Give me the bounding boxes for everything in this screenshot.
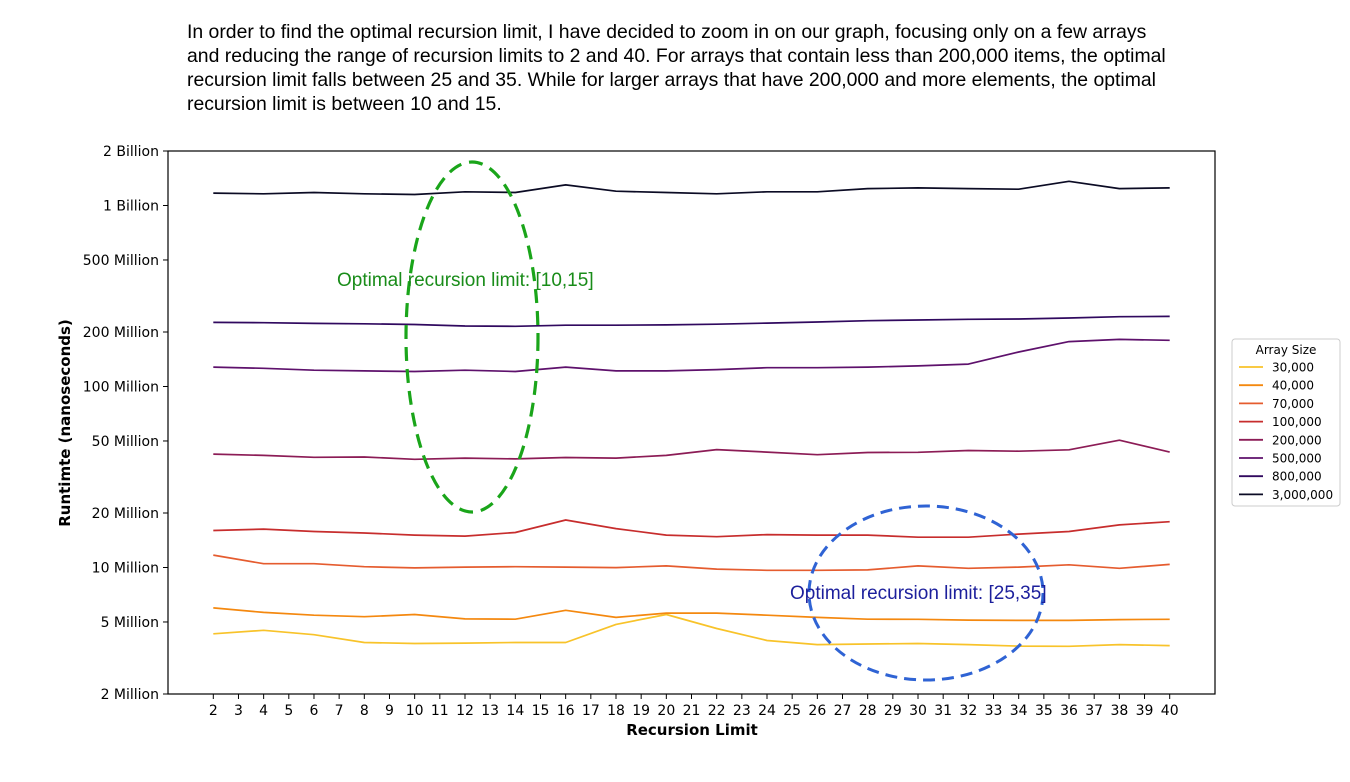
annotation-optimal-25-35: Optimal recursion limit: [25,35] xyxy=(790,583,1047,604)
x-tick-label: 27 xyxy=(834,703,852,719)
series-line-30000 xyxy=(213,613,1170,648)
description-line: recursion limit falls between 25 and 35.… xyxy=(187,69,1156,91)
x-tick-label: 9 xyxy=(385,703,394,719)
y-tick-label: 100 Million xyxy=(83,379,159,395)
x-tick-label: 39 xyxy=(1136,703,1154,719)
optimal-range-ellipse-blue xyxy=(807,504,1045,682)
x-tick-label: 32 xyxy=(959,703,977,719)
x-tick-label: 4 xyxy=(259,703,268,719)
x-tick-label: 34 xyxy=(1010,703,1028,719)
legend-item-label: 200,000 xyxy=(1272,433,1322,447)
y-tick-label: 50 Million xyxy=(92,434,159,450)
x-tick-label: 35 xyxy=(1035,703,1053,719)
description-line: and reducing the range of recursion limi… xyxy=(187,45,1166,67)
y-tick-label: 2 Million xyxy=(101,687,159,703)
x-tick-label: 40 xyxy=(1161,703,1179,719)
x-tick-label: 23 xyxy=(733,703,751,719)
legend-item-label: 40,000 xyxy=(1272,379,1314,393)
description-line: recursion limit is between 10 and 15. xyxy=(187,93,502,115)
y-tick-label: 10 Million xyxy=(92,560,159,576)
x-tick-label: 10 xyxy=(406,703,424,719)
legend-item-label: 70,000 xyxy=(1272,397,1314,411)
y-axis-label: Runtimte (nanoseconds) xyxy=(56,319,74,527)
x-tick-label: 29 xyxy=(884,703,902,719)
series-line-3000000 xyxy=(213,180,1170,196)
x-tick-label: 38 xyxy=(1110,703,1128,719)
x-tick-label: 26 xyxy=(808,703,826,719)
y-tick-label: 5 Million xyxy=(101,615,159,631)
x-tick-label: 36 xyxy=(1060,703,1078,719)
y-axis-ticks: 2 Million 5 Million 10 Million 20 Million 50… xyxy=(83,144,168,703)
legend-frame xyxy=(1231,338,1341,507)
x-tick-label: 14 xyxy=(506,703,524,719)
optimal-range-ellipse-green xyxy=(404,160,540,514)
series-line-100000 xyxy=(213,519,1170,539)
x-tick-label: 12 xyxy=(456,703,474,719)
x-tick-label: 31 xyxy=(934,703,952,719)
legend-items: 30,000 40,000 70,000 100,000 200,000 500,000 8… xyxy=(1239,361,1333,502)
x-tick-label: 28 xyxy=(859,703,877,719)
y-tick-label: 2 Billion xyxy=(103,144,159,160)
series-layer xyxy=(213,180,1170,648)
legend-item-label: 3,000,000 xyxy=(1272,488,1333,502)
x-tick-label: 24 xyxy=(758,703,776,719)
series-line-70000 xyxy=(213,554,1170,572)
x-tick-label: 15 xyxy=(532,703,550,719)
x-tick-label: 8 xyxy=(360,703,369,719)
series-line-200000 xyxy=(213,439,1170,461)
x-tick-label: 21 xyxy=(683,703,701,719)
y-tick-label: 500 Million xyxy=(83,253,159,269)
description-text: In order to find the optimal recursion l… xyxy=(187,20,1217,116)
x-tick-label: 18 xyxy=(607,703,625,719)
series-line-40000 xyxy=(213,607,1170,622)
x-tick-label: 2 xyxy=(209,703,218,719)
x-tick-label: 11 xyxy=(431,703,449,719)
x-axis-label: Recursion Limit xyxy=(626,721,758,739)
y-tick-label: 20 Million xyxy=(92,506,159,522)
annotation-optimal-10-15: Optimal recursion limit: [10,15] xyxy=(337,270,594,291)
x-tick-label: 22 xyxy=(708,703,726,719)
x-tick-label: 7 xyxy=(335,703,344,719)
legend-item-label: 800,000 xyxy=(1272,470,1322,484)
legend-item-label: 100,000 xyxy=(1272,415,1322,429)
x-axis-ticks: 2 3 4 5 6 7 8 9 10 11 12 13 14 15 16 17 18 19 20 21 22 23 24 25… xyxy=(209,694,1179,719)
y-tick-label: 1 Billion xyxy=(103,198,159,214)
x-tick-label: 6 xyxy=(310,703,319,719)
annotation-layer: Optimal recursion limit: [10,15] Optimal… xyxy=(337,160,1047,682)
x-tick-label: 30 xyxy=(909,703,927,719)
y-tick-label: 200 Million xyxy=(83,325,159,341)
x-tick-label: 19 xyxy=(632,703,650,719)
legend-title: Array Size xyxy=(1256,343,1317,357)
legend: Array Size 30,000 40,000 70,000 100,000 200,… xyxy=(1231,338,1341,507)
x-tick-label: 16 xyxy=(557,703,575,719)
description-line: In order to find the optimal recursion l… xyxy=(187,21,1147,43)
series-line-500000 xyxy=(213,338,1170,373)
x-tick-label: 13 xyxy=(481,703,499,719)
legend-item-label: 500,000 xyxy=(1272,452,1322,466)
x-tick-label: 25 xyxy=(783,703,801,719)
legend-item-label: 30,000 xyxy=(1272,361,1314,375)
x-tick-label: 33 xyxy=(985,703,1003,719)
x-tick-label: 20 xyxy=(657,703,675,719)
x-tick-label: 3 xyxy=(234,703,243,719)
x-tick-label: 37 xyxy=(1085,703,1103,719)
x-tick-label: 17 xyxy=(582,703,600,719)
x-tick-label: 5 xyxy=(284,703,293,719)
series-line-800000 xyxy=(213,315,1170,328)
